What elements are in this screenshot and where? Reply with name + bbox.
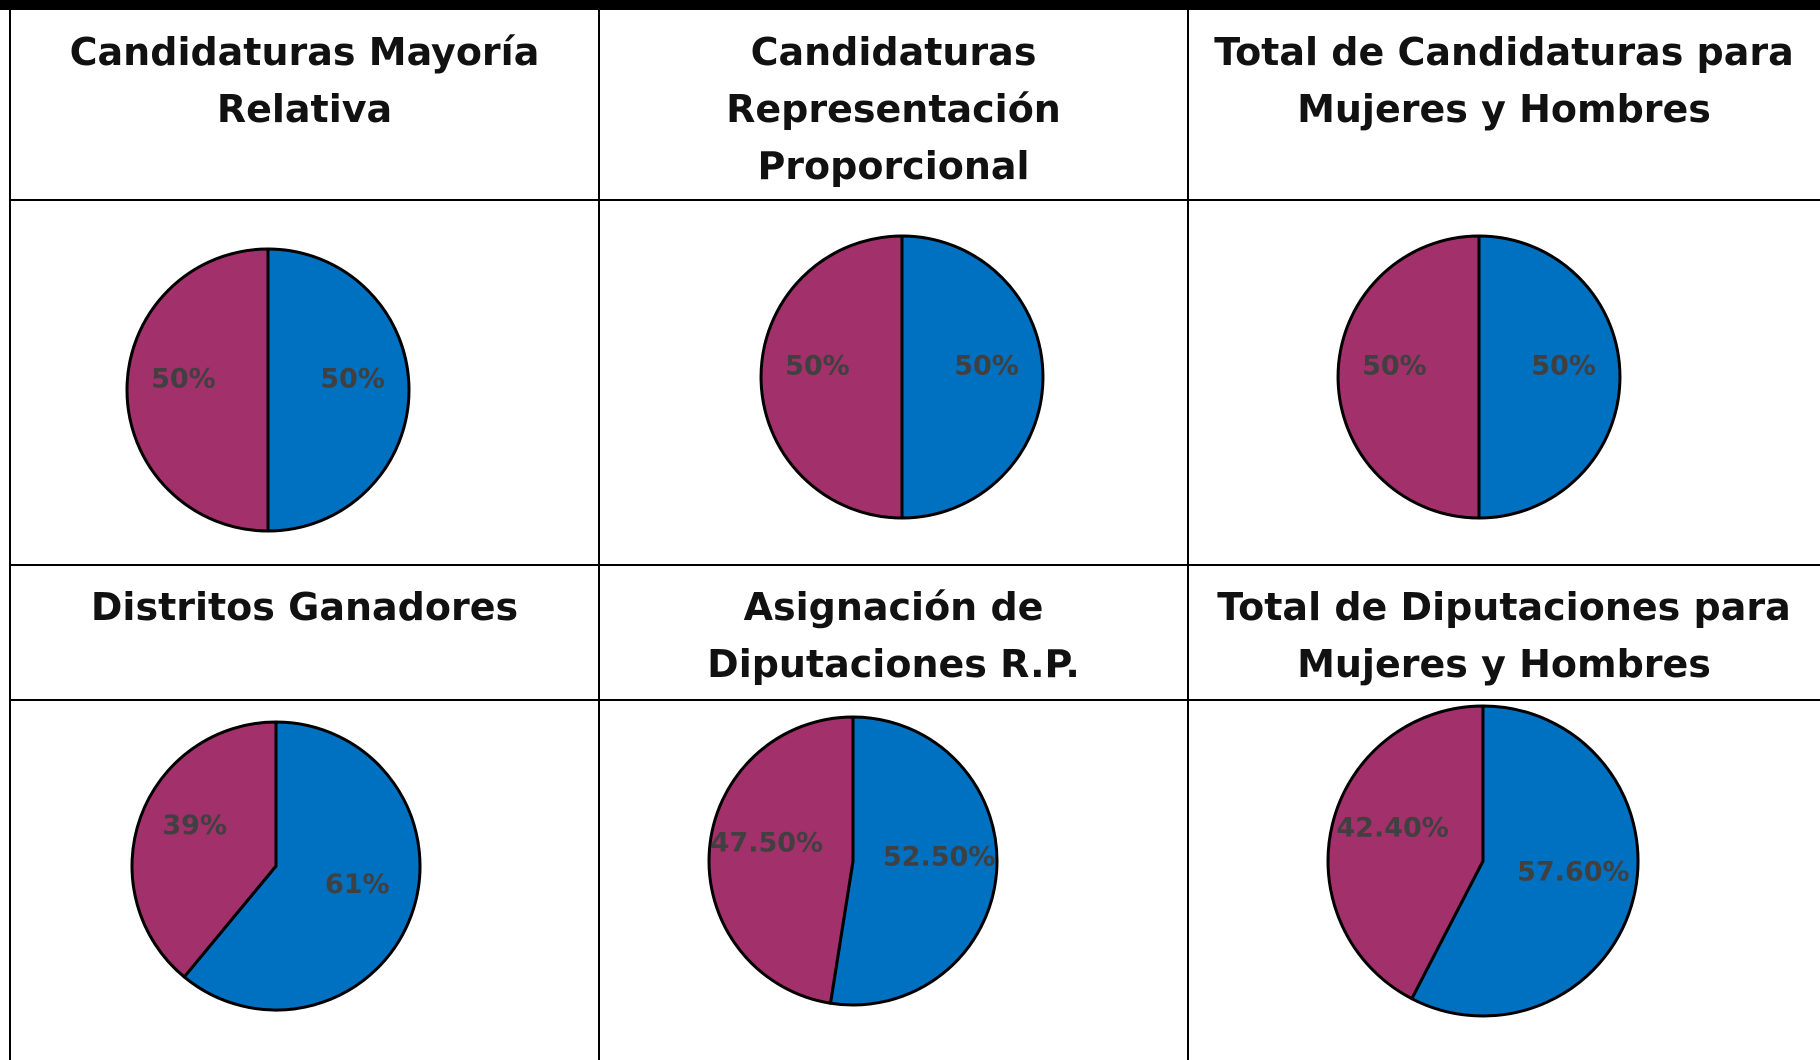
pie-slice xyxy=(707,715,855,1005)
data-label: 61% xyxy=(325,869,390,900)
pie-slice xyxy=(900,234,1045,520)
data-label: 42.40% xyxy=(1336,813,1448,844)
chart-title: Asignación de Diputaciones R.P. xyxy=(707,585,1080,686)
data-label: 47.50% xyxy=(711,828,823,859)
data-label: 50% xyxy=(151,364,216,395)
data-label: 50% xyxy=(785,351,850,382)
pie-slice xyxy=(266,247,411,533)
pie-slice xyxy=(130,720,278,979)
pie-slice xyxy=(1336,234,1481,520)
cell-borders xyxy=(9,0,1820,1060)
top-rule xyxy=(0,0,1820,10)
pie-slice xyxy=(1410,704,1640,1018)
pie-slice xyxy=(759,234,904,520)
data-label: 52.50% xyxy=(883,841,995,872)
pie-slice xyxy=(1326,704,1485,1001)
chart-title: Candidaturas Mayoría Relativa xyxy=(69,30,540,131)
data-label: 57.60% xyxy=(1517,856,1629,887)
pie-slice xyxy=(1477,234,1622,520)
data-label: 50% xyxy=(954,351,1019,382)
chart-title: Candidaturas Representación Proporcional xyxy=(726,30,1061,188)
pie-slice xyxy=(182,720,422,1012)
data-label: 50% xyxy=(320,364,385,395)
data-label: 50% xyxy=(1531,351,1596,382)
data-label: 39% xyxy=(162,810,227,841)
pie-slice xyxy=(125,247,270,533)
chart-title: Total de Diputaciones para Mujeres y Hom… xyxy=(1217,585,1791,686)
chart-title: Distritos Ganadores xyxy=(90,585,519,629)
data-label: 50% xyxy=(1362,351,1427,382)
chart-title: Total de Candidaturas para Mujeres y Hom… xyxy=(1214,30,1794,131)
pie-slice xyxy=(828,715,999,1007)
